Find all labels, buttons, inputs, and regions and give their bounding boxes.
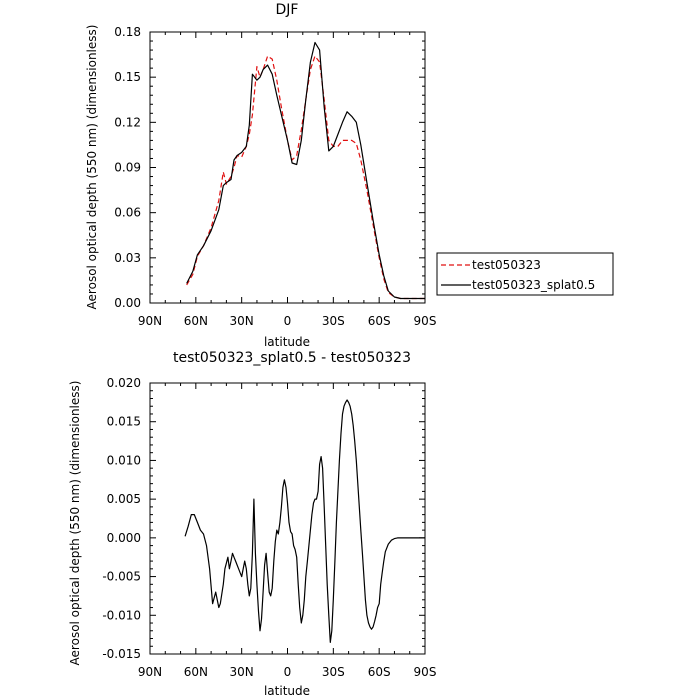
top-series-line-0 <box>186 55 425 300</box>
top-chart-series <box>186 41 425 300</box>
top-x-tick-label: 30N <box>230 314 254 328</box>
bottom-y-tick-label: -0.005 <box>102 570 141 584</box>
top-chart: DJF 90N 60N 30N 0 30S 60S 90S 0.00 0.03 0.06 0.09… <box>85 2 436 349</box>
top-y-tick-label: 0.00 <box>114 296 141 310</box>
top-y-tick-label: 0.03 <box>114 251 141 265</box>
bottom-x-tick-label: 0 <box>284 665 292 679</box>
legend-label-test050323-splat0-5: test050323_splat0.5 <box>472 278 595 292</box>
top-chart-y-tick-labels: 0.00 0.03 0.06 0.09 0.12 0.15 0.18 <box>114 25 141 310</box>
bottom-chart: test050323_splat0.5 - test050323 90N 60N 3… <box>68 350 436 698</box>
top-x-tick-label: 60S <box>368 314 391 328</box>
legend: test050323 test050323_splat0.5 <box>436 252 614 296</box>
top-x-tick-label: 60N <box>184 314 208 328</box>
top-y-tick-label: 0.12 <box>114 115 141 129</box>
bottom-chart-y-tick-labels: -0.015 -0.010 -0.005 0.000 0.005 0.010 0.015 0.… <box>102 376 141 661</box>
bottom-y-tick-label: 0.005 <box>107 492 141 506</box>
bottom-chart-frame <box>149 382 426 655</box>
top-x-tick-label: 90S <box>414 314 437 328</box>
top-x-tick-label: 30S <box>322 314 345 328</box>
legend-box <box>436 252 614 296</box>
bottom-x-tick-label: 60N <box>184 665 208 679</box>
bottom-chart-xlabel: latitude <box>264 684 310 698</box>
bottom-x-tick-label: 90N <box>138 665 162 679</box>
bottom-x-tick-label: 30S <box>322 665 345 679</box>
bottom-series-line-0 <box>184 399 425 643</box>
top-chart-x-tick-labels: 90N 60N 30N 0 30S 60S 90S <box>138 314 437 328</box>
bottom-y-tick-label: 0.000 <box>107 531 141 545</box>
bottom-chart-ticks <box>149 382 426 655</box>
top-chart-title: DJF <box>276 2 299 18</box>
top-chart-frame <box>149 31 426 304</box>
bottom-chart-title: test050323_splat0.5 - test050323 <box>173 350 411 366</box>
top-y-tick-label: 0.06 <box>114 206 141 220</box>
top-y-tick-label: 0.18 <box>114 25 141 39</box>
bottom-y-tick-label: 0.010 <box>107 453 141 467</box>
top-series-line-1 <box>186 41 425 300</box>
bottom-x-tick-label: 60S <box>368 665 391 679</box>
bottom-y-tick-label: 0.015 <box>107 415 141 429</box>
top-chart-ticks <box>149 31 426 304</box>
bottom-x-tick-label: 30N <box>230 665 254 679</box>
bottom-chart-ylabel: Aerosol optical depth (550 nm) (dimensio… <box>68 381 82 666</box>
bottom-chart-series <box>184 399 425 643</box>
bottom-y-tick-label: -0.010 <box>102 608 141 622</box>
bottom-y-tick-label: 0.020 <box>107 376 141 390</box>
bottom-x-tick-label: 90S <box>414 665 437 679</box>
top-y-tick-label: 0.15 <box>114 70 141 84</box>
top-x-tick-label: 0 <box>284 314 292 328</box>
top-chart-ylabel: Aerosol optical depth (550 nm) (dimensio… <box>85 25 99 310</box>
top-chart-xlabel: latitude <box>264 335 310 349</box>
bottom-chart-x-tick-labels: 90N 60N 30N 0 30S 60S 90S <box>138 665 437 679</box>
bottom-y-tick-label: -0.015 <box>102 647 141 661</box>
legend-label-test050323: test050323 <box>472 258 541 272</box>
top-x-tick-label: 90N <box>138 314 162 328</box>
top-y-tick-label: 0.09 <box>114 161 141 175</box>
